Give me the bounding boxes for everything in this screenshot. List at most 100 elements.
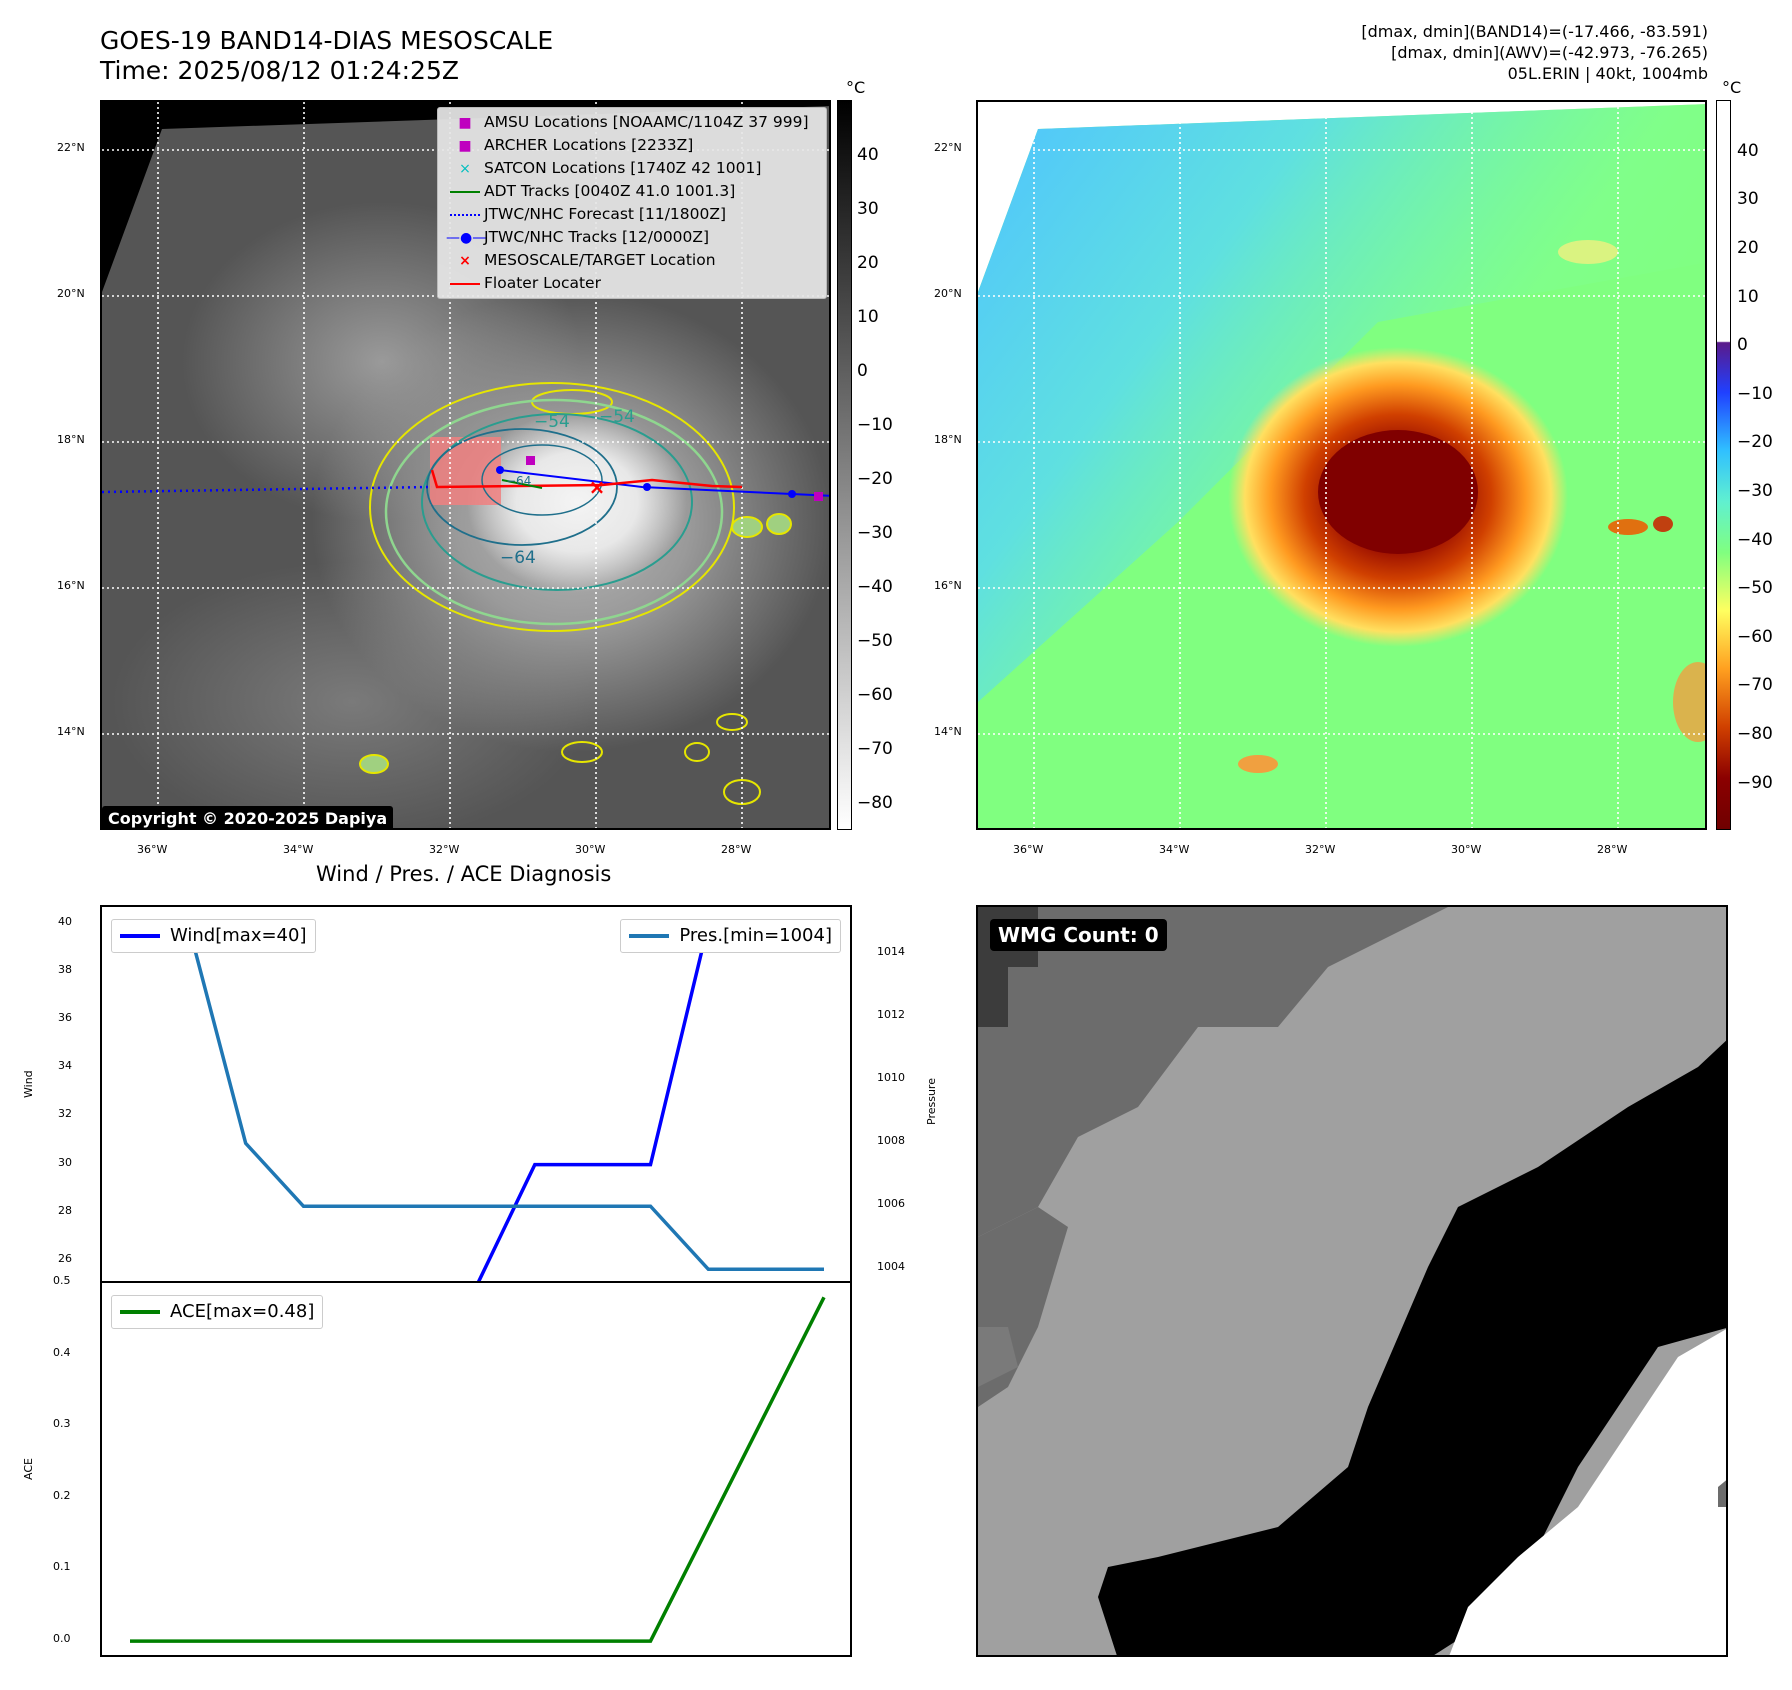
jtwc-track-line xyxy=(499,469,829,497)
contour-yellow-s1 xyxy=(684,742,710,762)
contour-yellow-s4 xyxy=(561,741,603,763)
contour-yellow-s3 xyxy=(716,713,748,731)
awv-lon-label: 30°W xyxy=(1451,843,1482,856)
pressure-ytick: 1004 xyxy=(877,1260,905,1274)
pressure-ytick: 1014 xyxy=(877,945,905,959)
awv-lat-label: 22°N xyxy=(934,141,962,154)
info-band14-range: [dmax, dmin](BAND14)=(-17.466, -83.591) xyxy=(1361,22,1708,41)
awv-lat-label: 20°N xyxy=(934,287,962,300)
ace-axis-label: ACE xyxy=(22,1458,35,1480)
floater-locater-line xyxy=(430,469,743,489)
contour-teal-54 xyxy=(421,413,693,591)
awv-colorbar-tick: −30 xyxy=(1737,481,1773,501)
ir-colorbar-unit: °C xyxy=(846,78,866,97)
ir-colorbar-tick: −40 xyxy=(857,577,893,597)
ir-lat-label: 22°N xyxy=(57,141,85,154)
awv-colorbar-tick: −90 xyxy=(1737,773,1773,793)
awv-colorbar-tick: −50 xyxy=(1737,578,1773,598)
ace-ytick: 0.3 xyxy=(53,1417,71,1431)
contour-yellow-main xyxy=(369,382,735,632)
ir-legend: ■ AMSU Locations [NOAAMC/1104Z 37 999] ■ A… xyxy=(437,107,827,299)
wind-ytick: 30 xyxy=(58,1155,72,1169)
ir-lon-label: 34°W xyxy=(283,843,314,856)
ace-plot xyxy=(130,1296,826,1643)
legend-item: ■ ARCHER Locations [2233Z] xyxy=(446,134,693,156)
pressure-ytick: 1010 xyxy=(877,1071,905,1085)
jtwc-forecast-line xyxy=(102,485,433,494)
contour-green-outer xyxy=(384,398,724,626)
awv-colorbar-tick: −20 xyxy=(1737,432,1773,452)
ir-lon-label: 32°W xyxy=(429,843,460,856)
ace-ytick: 0.5 xyxy=(53,1274,71,1287)
awv-colorbar-tick: 0 xyxy=(1737,335,1748,355)
info-storm: 05L.ERIN | 40kt, 1004mb xyxy=(1507,64,1708,83)
awv-lon-label: 34°W xyxy=(1159,843,1190,856)
awv-colorbar-tick: 20 xyxy=(1737,238,1759,258)
wind-ytick: 28 xyxy=(58,1203,72,1217)
ir-lon-label: 30°W xyxy=(575,843,606,856)
awv-colorbar-tick: 10 xyxy=(1737,287,1759,307)
contour-label: −64 xyxy=(506,474,532,488)
wind-ytick: 38 xyxy=(58,963,72,976)
ir-colorbar-tick: 10 xyxy=(857,307,879,327)
pressure-axis-label: Pressure xyxy=(925,1078,938,1125)
legend-adt-icon xyxy=(446,181,484,203)
archer-location-marker xyxy=(526,456,535,465)
ir-lon-label: 28°W xyxy=(721,843,752,856)
awv-colorbar-unit: °C xyxy=(1722,78,1742,97)
awv-gridlines xyxy=(978,102,1705,828)
pressure-legend-swatch xyxy=(629,934,670,938)
legend-item: ADT Tracks [0040Z 41.0 1001.3] xyxy=(446,180,735,202)
ir-lat-label: 14°N xyxy=(57,725,85,738)
wind-legend-swatch xyxy=(120,934,160,938)
legend-item: ■ AMSU Locations [NOAAMC/1104Z 37 999] xyxy=(446,111,808,133)
contour-yellow-e2 xyxy=(766,513,792,535)
awv-overlay xyxy=(978,102,1705,828)
contour-teal-64b xyxy=(481,444,603,516)
wind-ytick: 34 xyxy=(58,1059,72,1073)
ace-legend-swatch xyxy=(120,1310,160,1314)
legend-satcon-icon: × xyxy=(459,160,471,177)
awv-lon-label: 28°W xyxy=(1597,843,1628,856)
ir-colorbar-tick: 0 xyxy=(857,361,868,381)
contour-yellow-e1 xyxy=(731,516,763,538)
wmg-gray-strip xyxy=(978,1327,1018,1387)
awv-nodata-region xyxy=(978,102,1705,292)
adt-track-line xyxy=(501,479,543,489)
wmg-small-gray xyxy=(1718,1480,1726,1507)
wind-ytick: 36 xyxy=(58,1011,72,1025)
floater-box xyxy=(430,437,501,505)
awv-colorbar-tick: −60 xyxy=(1737,627,1773,647)
wind-pressure-chart: Wind[max=40] Pres.[min=1004] xyxy=(100,905,852,1287)
ir-colorbar-tick: −30 xyxy=(857,523,893,543)
ace-ytick: 0.1 xyxy=(53,1560,71,1574)
wmg-panel: WMG Count: 0 xyxy=(976,905,1728,1657)
awv-lat-label: 14°N xyxy=(934,725,962,738)
contour-label: −54 xyxy=(599,407,635,427)
ir-lat-label: 16°N xyxy=(57,579,85,592)
awv-lat-label: 18°N xyxy=(934,433,962,446)
legend-archer-icon: ■ xyxy=(458,137,472,154)
pressure-ytick: 1006 xyxy=(877,1197,905,1211)
ir-colorbar xyxy=(837,100,852,830)
ace-ytick: 0.0 xyxy=(53,1632,71,1646)
awv-cloud-ne xyxy=(1558,240,1618,264)
ir-lon-label: 36°W xyxy=(137,843,168,856)
awv-dry-air-region xyxy=(978,104,1705,702)
legend-track-icon: —●— xyxy=(446,229,487,246)
pressure-ytick: 1012 xyxy=(877,1008,905,1022)
legend-amsu-icon: ■ xyxy=(458,114,472,131)
wmg-overlay xyxy=(978,907,1726,1655)
contour-yellow-s2 xyxy=(359,754,389,774)
jtwc-track-point xyxy=(788,490,796,498)
pressure-ytick: 1008 xyxy=(877,1134,905,1148)
ir-colorbar-tick: 20 xyxy=(857,253,879,273)
ir-colorbar-tick: −70 xyxy=(857,739,893,759)
awv-colorbar xyxy=(1716,100,1731,830)
legend-floater-icon xyxy=(446,273,484,295)
wmg-white-region xyxy=(1449,1329,1726,1655)
awv-cloud-s1 xyxy=(1238,755,1278,773)
wind-legend: Wind[max=40] xyxy=(111,919,316,953)
ir-colorbar-tick: −10 xyxy=(857,415,893,435)
ir-satellite-panel: × −54 −54 −64 −64 ■ AMSU Locations [NOAAM… xyxy=(100,100,831,830)
